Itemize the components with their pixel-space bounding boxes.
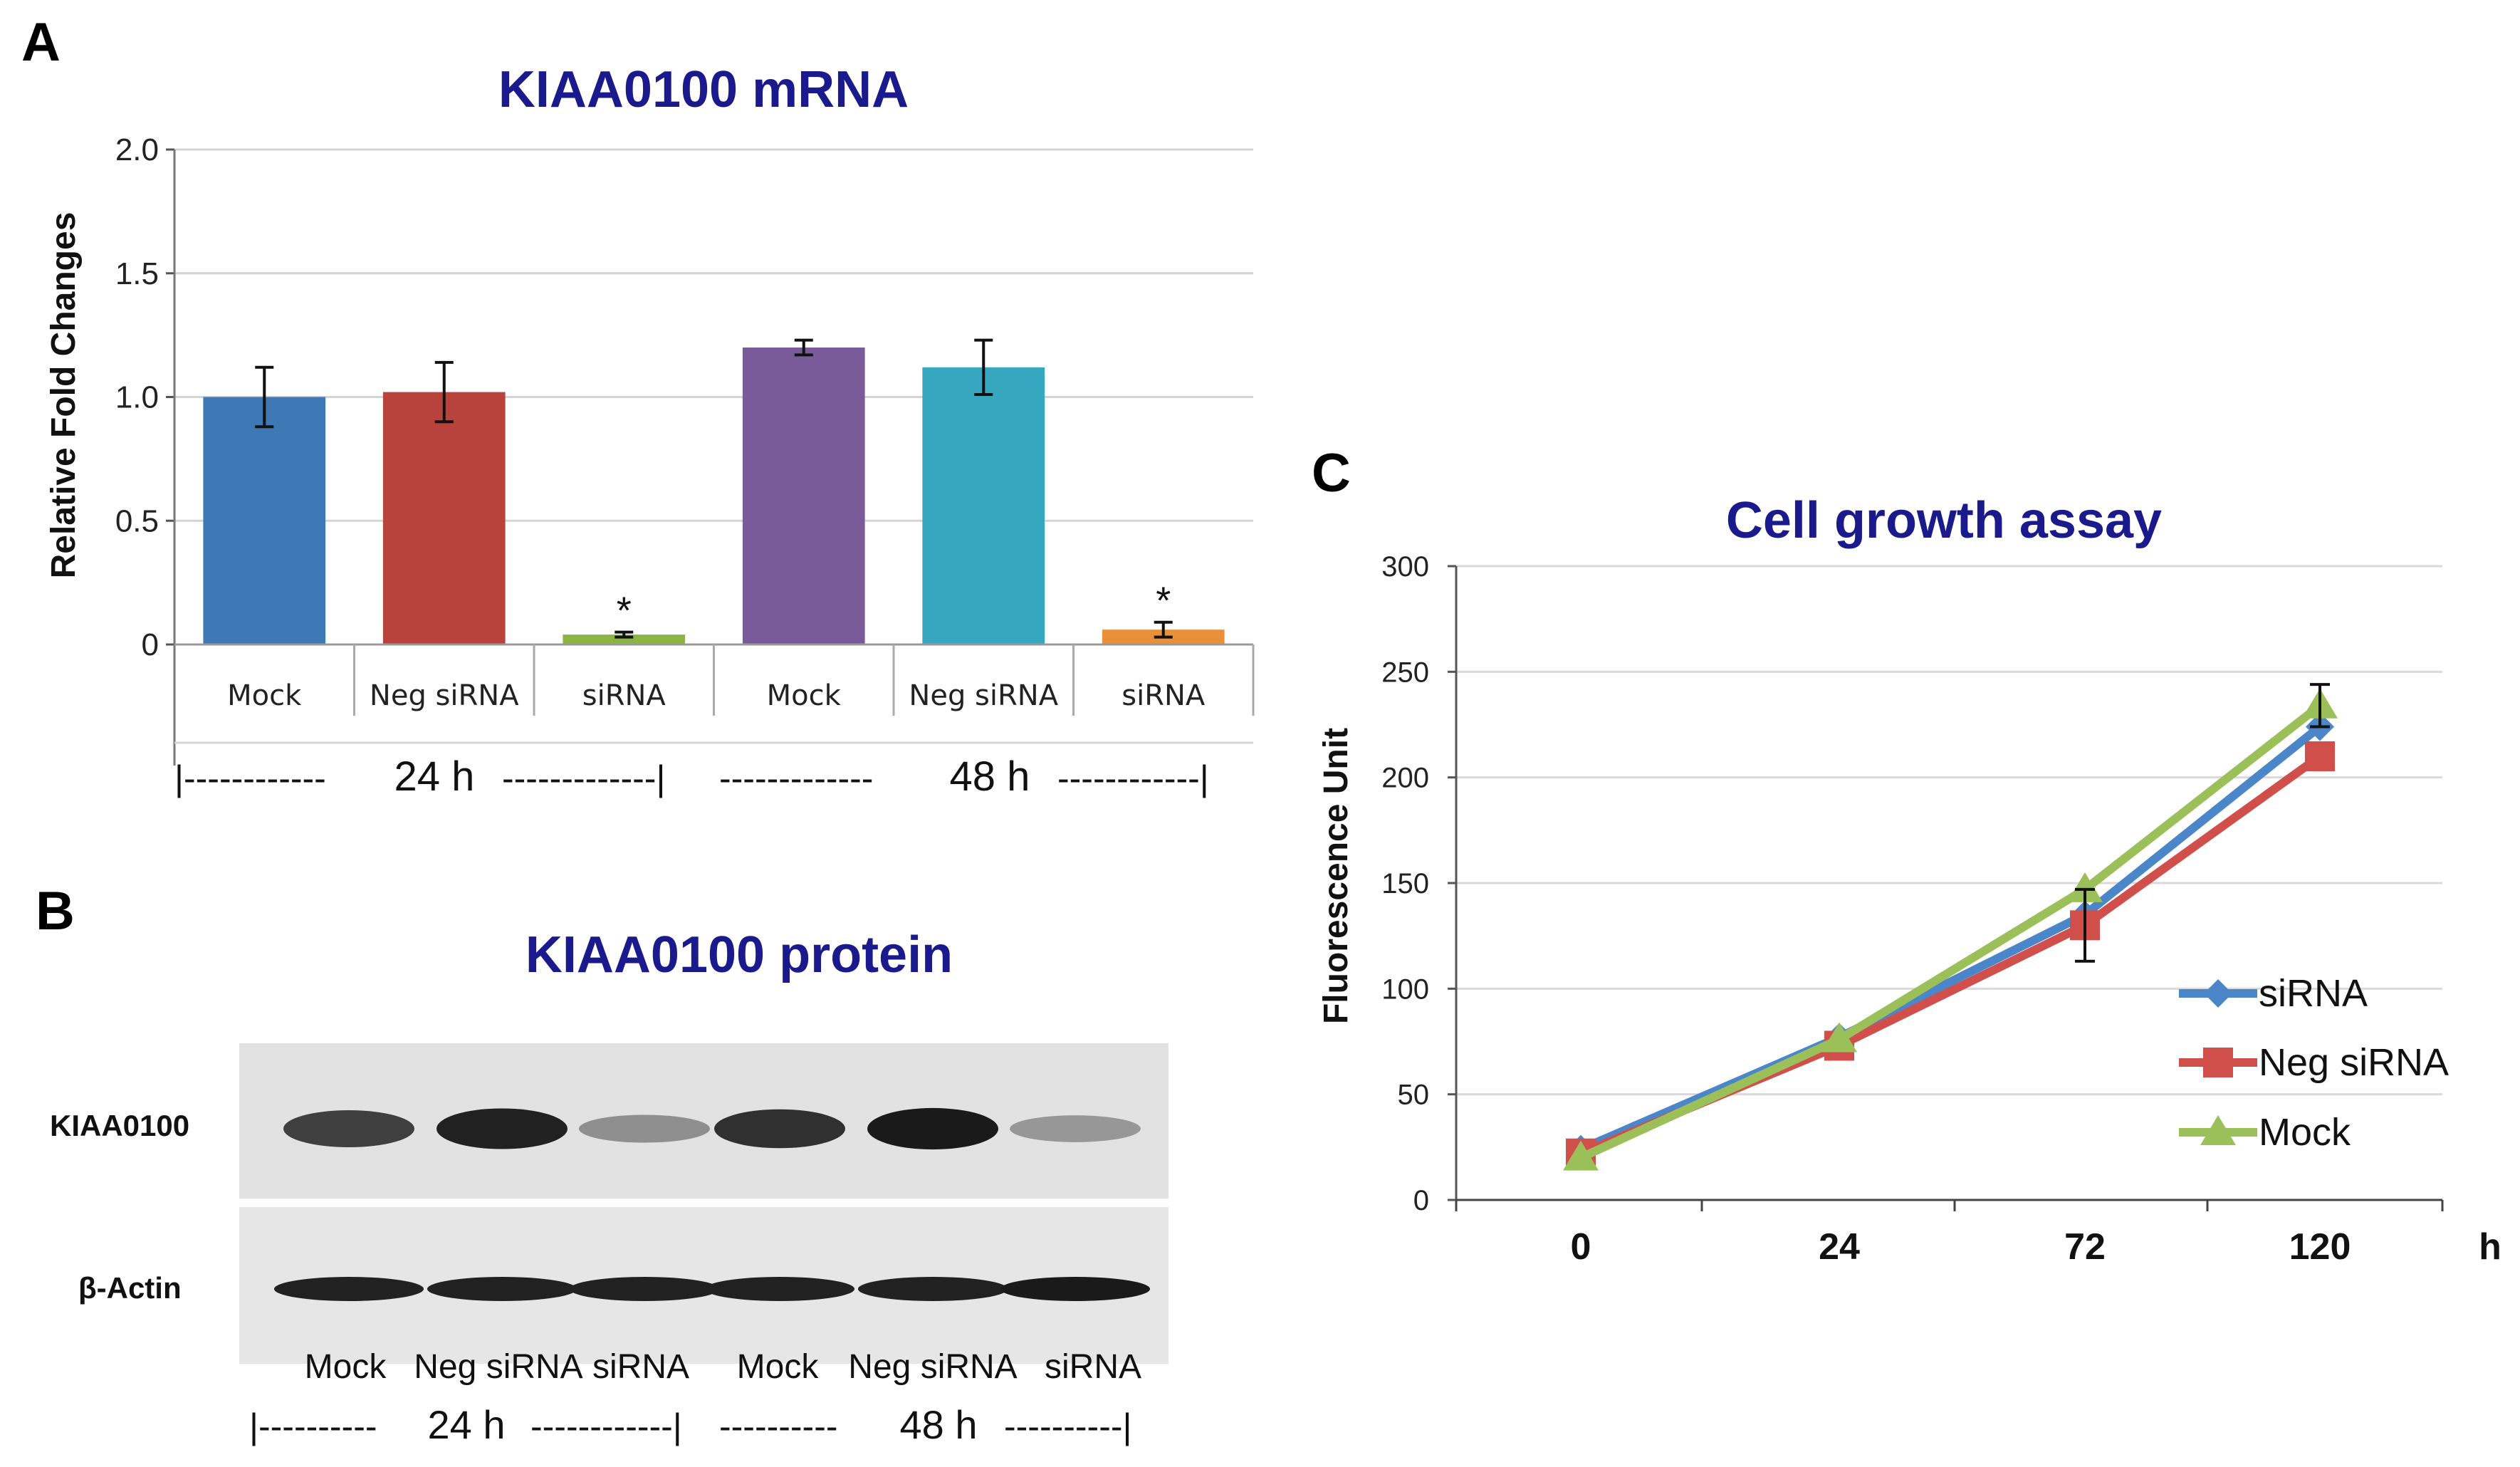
group-dash-right: -------------| [502, 758, 665, 798]
blot-row-label-actin: β-Actin [78, 1271, 182, 1305]
blot-group-label: 24 h [428, 1402, 506, 1447]
bar-category-label: siRNA [582, 679, 666, 712]
series-line [1579, 702, 2323, 1162]
bar-category-label: Mock [227, 679, 302, 712]
panel-letter-a: A [21, 12, 61, 73]
blot-lane-label: Neg siRNA [414, 1348, 582, 1386]
line-y-tick-label: 300 [1381, 551, 1429, 583]
group-dash-left: ------------- [719, 758, 873, 798]
bar-y-tick-label: 0.5 [115, 503, 159, 538]
kiaa0100-band [283, 1110, 414, 1148]
actin-band [1000, 1277, 1150, 1301]
kiaa0100-band [436, 1108, 568, 1149]
blot-lane-label: Neg siRNA [848, 1348, 1017, 1386]
significance-star: * [1156, 580, 1171, 622]
blot-group-label: 48 h [900, 1402, 978, 1447]
series-line [1579, 723, 2323, 1154]
bar-chart-y-axis-title: Relative Fold Changes [45, 212, 83, 579]
group-dash-left: |------------ [174, 758, 326, 798]
blot-group-dash-right: ------------| [530, 1406, 682, 1446]
bar [382, 392, 506, 644]
blot-group-dash-left: ---------- [719, 1406, 838, 1446]
line-chart-title: Cell growth assay [1726, 492, 2162, 549]
bar-y-tick-label: 0 [142, 627, 159, 662]
kiaa0100-band [867, 1107, 998, 1150]
legend-label: Mock [2259, 1111, 2351, 1154]
bar [922, 367, 1045, 644]
bar-y-tick-label: 1.5 [115, 256, 159, 291]
line-y-tick-label: 100 [1381, 973, 1429, 1005]
bar-y-tick-label: 2.0 [115, 132, 159, 167]
bar-category-label: siRNA [1122, 679, 1206, 712]
kiaa0100-band [579, 1114, 710, 1143]
actin-band [858, 1277, 1008, 1301]
bar [742, 348, 865, 644]
line-x-tick-label: 120 [2289, 1226, 2351, 1268]
group-label: 48 h [950, 753, 1030, 800]
legend-label: siRNA [2259, 972, 2368, 1015]
blot-lane-label: Mock [305, 1348, 387, 1386]
bar [203, 397, 326, 644]
line-chart: Cell growth assay Fluorescence Unit 0 50 1… [1317, 492, 2501, 1268]
blot-lane-label: siRNA [1045, 1348, 1141, 1386]
actin-band [570, 1277, 719, 1301]
bar-category-label: Neg siRNA [370, 679, 519, 712]
group-dash-right: ------------| [1057, 758, 1209, 798]
group-label: 24 h [394, 753, 475, 800]
kiaa0100-band [714, 1109, 845, 1149]
line-x-tick-label: 24 [1819, 1226, 1860, 1268]
line-x-tick-label: 72 [2064, 1226, 2106, 1268]
bar-chart-title: KIAA0100 mRNA [498, 61, 909, 118]
blot-title: KIAA0100 protein [526, 926, 953, 983]
line-chart-x-axis-title: h [2479, 1226, 2501, 1268]
blot-group-dash-left: |---------- [249, 1406, 377, 1446]
kiaa0100-band [1010, 1115, 1141, 1142]
data-point [1821, 1022, 1857, 1053]
line-y-tick-label: 50 [1398, 1080, 1430, 1111]
panel-letter-b: B [36, 881, 75, 941]
bar-category-label: Neg siRNA [909, 679, 1058, 712]
line-y-tick-label: 200 [1381, 763, 1429, 794]
legend-marker [2200, 1115, 2236, 1145]
blot-lane-label: siRNA [592, 1348, 689, 1386]
legend-label: Neg siRNA [2259, 1041, 2449, 1084]
bar-category-label: Mock [767, 679, 842, 712]
data-point [2305, 741, 2335, 771]
line-y-tick-label: 0 [1413, 1185, 1429, 1216]
line-chart-y-axis-title: Fluorescence Unit [1317, 728, 1355, 1024]
data-point [2067, 872, 2103, 902]
line-y-tick-label: 250 [1381, 657, 1429, 688]
bar-y-tick-label: 1.0 [115, 380, 159, 415]
blot-row-label-kiaa0100: KIAA0100 [50, 1109, 189, 1142]
actin-band [705, 1277, 854, 1301]
legend-marker [2204, 979, 2232, 1008]
legend-marker [2203, 1048, 2233, 1077]
bar-chart: KIAA0100 mRNA Relative Fold Changes 0 0.5… [45, 61, 1255, 800]
actin-band [427, 1277, 577, 1301]
blot-lane-label: Mock [737, 1348, 820, 1386]
line-x-tick-label: 0 [1571, 1226, 1591, 1268]
bar [563, 635, 686, 644]
panel-letter-c: C [1312, 443, 1351, 503]
blot-group-dash-right: ----------| [1004, 1406, 1132, 1446]
actin-band [274, 1277, 424, 1301]
significance-star: * [617, 590, 632, 632]
western-blot: KIAA0100 protein KIAA0100 β-Actin Mock Ne… [50, 926, 1168, 1447]
line-y-tick-label: 150 [1381, 868, 1429, 899]
data-point [1563, 1140, 1599, 1171]
